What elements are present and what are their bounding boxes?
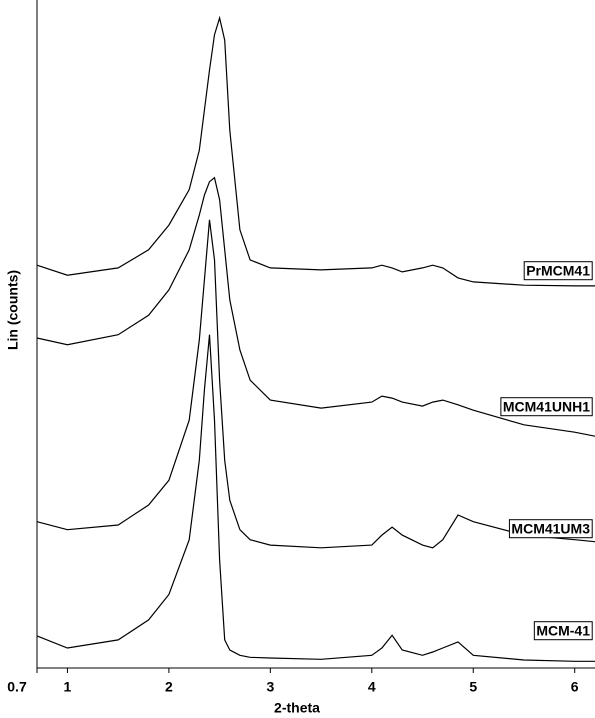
series-line <box>36 15 595 287</box>
series-label: PrMCM41 <box>526 263 590 279</box>
x-tick-label: 1 <box>64 679 72 695</box>
x-tick-label: 0.7 <box>7 679 27 695</box>
series-line <box>36 334 595 662</box>
series-label: MCM-41 <box>536 623 590 639</box>
x-tick-label: 5 <box>469 679 477 695</box>
x-tick-label: 3 <box>266 679 274 695</box>
series-label-box <box>500 397 593 417</box>
y-axis-label: Lin (counts) <box>5 270 21 350</box>
series-line <box>36 219 595 549</box>
series-label: MCM41UM3 <box>511 521 590 537</box>
x-axis-label: 2-theta <box>274 700 320 716</box>
x-tick-label: 6 <box>571 679 579 695</box>
series-label-box <box>523 261 593 281</box>
series-line <box>36 176 595 437</box>
series-label-box <box>508 519 593 539</box>
series-label: MCM41UNH1 <box>503 399 590 415</box>
x-tick-label: 4 <box>368 679 376 695</box>
series-label-box <box>533 621 593 641</box>
x-tick-label: 2 <box>165 679 173 695</box>
